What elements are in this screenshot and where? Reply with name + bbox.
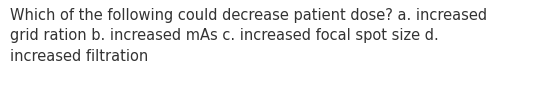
Text: Which of the following could decrease patient dose? a. increased
grid ration b. : Which of the following could decrease pa… bbox=[10, 8, 487, 64]
